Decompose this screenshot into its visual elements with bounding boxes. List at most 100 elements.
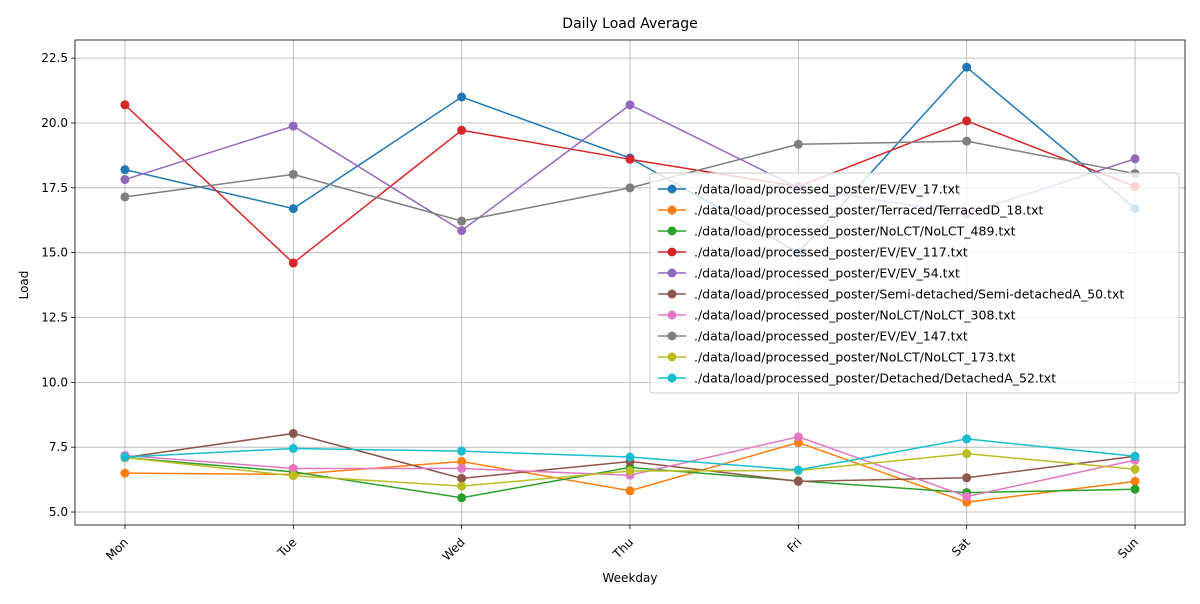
legend-item[interactable]: ./data/load/processed_poster/EV/EV_117.t… [658, 245, 968, 260]
data-point [288, 428, 298, 438]
data-point [625, 452, 635, 462]
chart-title: Daily Load Average [562, 16, 697, 32]
x-tick-label: Tue [274, 535, 299, 560]
data-point [1130, 484, 1140, 494]
data-point [1130, 464, 1140, 474]
data-point [793, 465, 803, 475]
legend-label: ./data/load/processed_poster/EV/EV_17.tx… [694, 182, 960, 197]
data-point [1130, 476, 1140, 486]
data-point [457, 125, 467, 135]
data-point [625, 486, 635, 496]
y-tick-label: 20.0 [41, 116, 68, 130]
legend-marker [667, 331, 677, 341]
legend-item[interactable]: ./data/load/processed_poster/NoLCT/NoLCT… [658, 350, 1016, 365]
data-point [288, 204, 298, 214]
legend-marker [667, 289, 677, 299]
y-tick-label: 12.5 [41, 311, 68, 325]
legend-marker [667, 373, 677, 383]
x-tick-label: Thu [610, 535, 637, 562]
data-point [288, 463, 298, 473]
legend-item[interactable]: ./data/load/processed_poster/Semi-detach… [658, 287, 1124, 302]
data-point [793, 139, 803, 149]
data-point [288, 258, 298, 268]
data-point [625, 154, 635, 164]
series-9 [120, 449, 1140, 491]
data-point [120, 100, 130, 110]
x-axis-label: Weekday [603, 571, 658, 585]
x-tick-label: Sat [949, 535, 973, 559]
legend-item[interactable]: ./data/load/processed_poster/NoLCT/NoLCT… [658, 308, 1016, 323]
data-point [962, 449, 972, 459]
data-point [793, 476, 803, 486]
legend-item[interactable]: ./data/load/processed_poster/NoLCT/NoLCT… [658, 224, 1016, 239]
legend-marker [667, 247, 677, 257]
data-point [625, 100, 635, 110]
data-point [457, 493, 467, 503]
data-point [120, 452, 130, 462]
data-point [1130, 451, 1140, 461]
y-tick-label: 15.0 [41, 246, 68, 260]
data-point [120, 165, 130, 175]
legend-item[interactable]: ./data/load/processed_poster/EV/EV_147.t… [658, 329, 968, 344]
x-tick-label: Wed [439, 535, 467, 563]
series-10 [120, 434, 1140, 475]
data-point [120, 468, 130, 478]
legend-label: ./data/load/processed_poster/EV/EV_117.t… [694, 245, 968, 260]
legend-marker [667, 310, 677, 320]
data-point [457, 481, 467, 491]
legend-label: ./data/load/processed_poster/Detached/De… [694, 371, 1056, 386]
legend-item[interactable]: ./data/load/processed_poster/EV/EV_17.tx… [658, 182, 960, 197]
legend-item[interactable]: ./data/load/processed_poster/EV/EV_54.tx… [658, 266, 960, 281]
legend-marker [667, 205, 677, 215]
legend-label: ./data/load/processed_poster/Terraced/Te… [694, 203, 1044, 218]
data-point [457, 226, 467, 236]
y-axis-label: Load [17, 271, 31, 300]
legend-marker [667, 268, 677, 278]
series-8 [120, 136, 1140, 226]
y-tick-label: 5.0 [49, 505, 68, 519]
data-point [962, 491, 972, 501]
legend-label: ./data/load/processed_poster/NoLCT/NoLCT… [694, 224, 1016, 239]
legend-label: ./data/load/processed_poster/NoLCT/NoLCT… [694, 308, 1016, 323]
data-point [962, 473, 972, 483]
legend-label: ./data/load/processed_poster/NoLCT/NoLCT… [694, 350, 1016, 365]
data-point [625, 183, 635, 193]
legend-marker [667, 352, 677, 362]
legend-marker [667, 226, 677, 236]
data-point [1130, 154, 1140, 164]
x-tick-label: Sun [1115, 535, 1141, 561]
data-point [457, 463, 467, 473]
legend[interactable]: ./data/load/processed_poster/EV/EV_17.tx… [649, 172, 1180, 394]
data-point [457, 446, 467, 456]
data-point [457, 456, 467, 466]
data-point [962, 136, 972, 146]
data-point [288, 169, 298, 179]
y-tick-label: 10.0 [41, 375, 68, 389]
y-tick-label: 22.5 [41, 51, 68, 65]
legend-marker [667, 184, 677, 194]
x-tick-label: Mon [103, 535, 131, 563]
data-point [457, 92, 467, 102]
data-point [962, 434, 972, 444]
data-point [288, 443, 298, 453]
legend-label: ./data/load/processed_poster/EV/EV_54.tx… [694, 266, 960, 281]
y-tick-label: 7.5 [49, 440, 68, 454]
legend-item[interactable]: ./data/load/processed_poster/Terraced/Te… [658, 203, 1044, 218]
data-point [457, 473, 467, 483]
data-point [962, 116, 972, 126]
data-point [625, 466, 635, 476]
legend-item[interactable]: ./data/load/processed_poster/Detached/De… [658, 371, 1056, 386]
x-tick-label: Fri [784, 535, 804, 555]
y-tick-label: 17.5 [41, 181, 68, 195]
data-point [120, 192, 130, 202]
data-point [288, 121, 298, 131]
data-point [120, 175, 130, 185]
data-point [962, 62, 972, 72]
data-point [288, 471, 298, 481]
data-point [793, 432, 803, 442]
legend-label: ./data/load/processed_poster/Semi-detach… [694, 287, 1124, 302]
data-point [457, 216, 467, 226]
legend-box [649, 172, 1180, 394]
